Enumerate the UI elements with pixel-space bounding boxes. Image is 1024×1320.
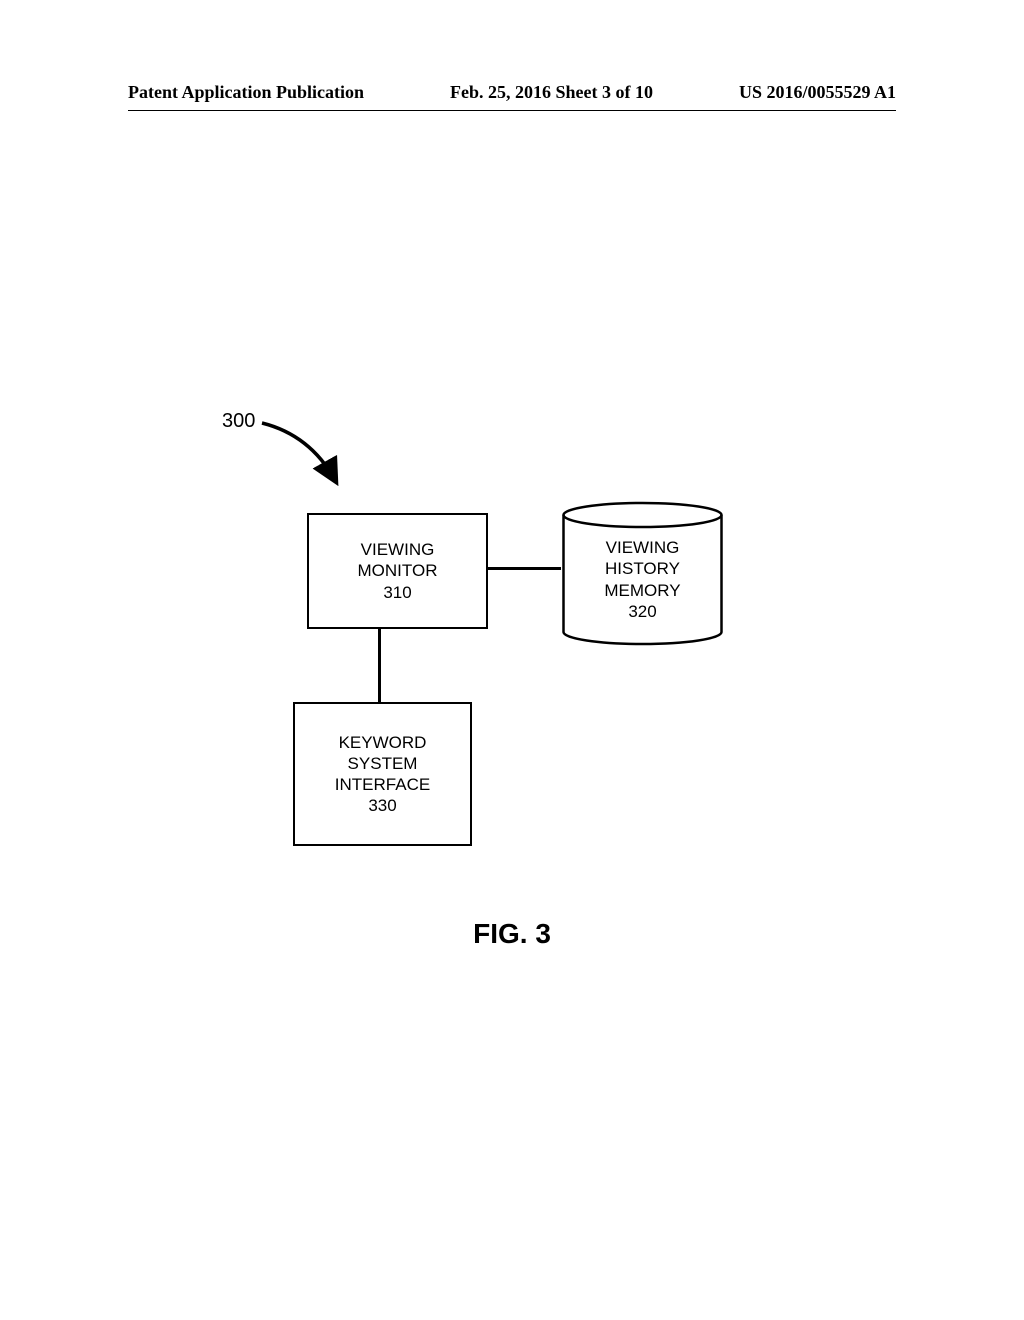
- box-viewing-monitor-line1: VIEWING: [361, 539, 435, 560]
- reference-arrow: [0, 0, 1024, 1320]
- diagram: 300 VIEWING MONITOR 310 KEYWORD SYSTEM I…: [0, 0, 1024, 1320]
- cylinder-line3: MEMORY: [561, 580, 724, 601]
- box-keyword-line2: SYSTEM: [348, 753, 418, 774]
- box-keyword-interface: KEYWORD SYSTEM INTERFACE 330: [293, 702, 472, 846]
- cylinder-line1: VIEWING: [561, 537, 724, 558]
- figure-caption: FIG. 3: [0, 918, 1024, 950]
- box-keyword-line1: KEYWORD: [339, 732, 427, 753]
- box-keyword-number: 330: [368, 795, 396, 816]
- box-viewing-monitor: VIEWING MONITOR 310: [307, 513, 488, 629]
- connector-monitor-keyword: [378, 627, 381, 702]
- cylinder-viewing-history: VIEWING HISTORY MEMORY 320: [561, 501, 724, 660]
- box-viewing-monitor-line2: MONITOR: [358, 560, 438, 581]
- connector-monitor-cylinder: [486, 567, 561, 570]
- cylinder-number: 320: [561, 601, 724, 622]
- reference-number-label: 300: [222, 410, 255, 433]
- cylinder-line2: HISTORY: [561, 558, 724, 579]
- box-keyword-line3: INTERFACE: [335, 774, 430, 795]
- box-viewing-monitor-number: 310: [383, 582, 411, 603]
